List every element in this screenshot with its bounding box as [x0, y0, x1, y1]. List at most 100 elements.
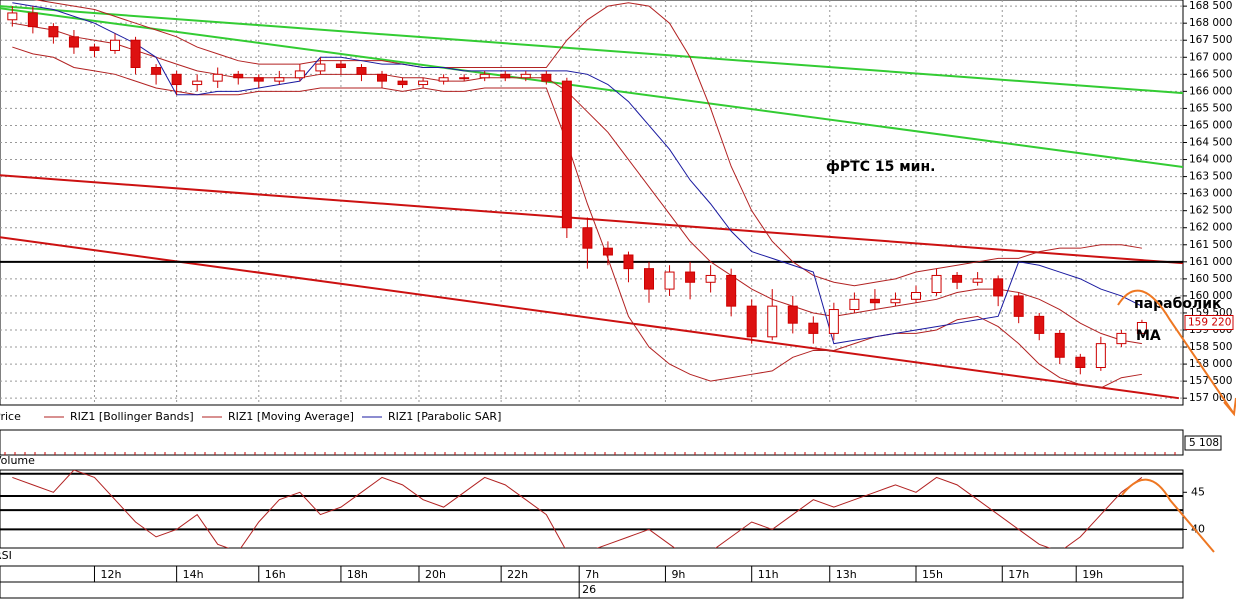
y-tick-label: 158 500 [1189, 341, 1232, 353]
candle-body [849, 298, 860, 311]
candle-body [1116, 332, 1127, 345]
candle-body [644, 268, 655, 290]
x-tick-label: 11h [758, 568, 779, 581]
y-tick-label: 166 000 [1189, 85, 1232, 97]
legend-label: Price [0, 410, 21, 423]
y-tick-label: 160 500 [1189, 273, 1232, 285]
candle-body [7, 12, 18, 21]
x-tick-label: 17h [1008, 568, 1029, 581]
trend-line [0, 236, 1180, 400]
series-line [12, 22, 1143, 345]
candle-body [726, 274, 737, 307]
candle-body [1075, 356, 1086, 369]
candle-body [664, 271, 675, 290]
x-tick-label: 9h [671, 568, 685, 581]
y-tick-label: 163 000 [1189, 188, 1232, 200]
bollinger-lower [12, 46, 1143, 389]
candle-body [459, 77, 470, 80]
annotation-parabolic: параболик [1134, 296, 1222, 312]
y-tick-label: 158 000 [1189, 358, 1232, 370]
x-tick-label: 20h [425, 568, 446, 581]
price-plot [0, 0, 1183, 405]
candle-body [438, 77, 449, 82]
last-price-tag [1184, 315, 1234, 330]
candle-body [130, 39, 141, 68]
candle-body [48, 26, 59, 38]
y-tick-label: 166 500 [1189, 68, 1232, 80]
candle-body [561, 80, 572, 229]
candle-body [418, 80, 429, 86]
x-tick-label: 13h [836, 568, 857, 581]
candle-body [356, 67, 367, 75]
candle-body [68, 36, 79, 48]
date-label: 26 [582, 583, 596, 596]
candle-body [582, 227, 593, 249]
volume-label: 5 108 [1189, 437, 1219, 449]
candle-body [931, 274, 942, 294]
candle-body [1013, 295, 1024, 317]
y-tick-label: 165 500 [1189, 102, 1232, 114]
candle-body [274, 77, 285, 82]
rsi-plot [0, 470, 1183, 548]
candle-body [151, 67, 162, 75]
candle-body [1136, 322, 1147, 334]
candle-body [212, 73, 223, 82]
candle-body [253, 77, 264, 82]
last-price-label: 159 220 [1188, 317, 1231, 329]
y-tick-label: 163 500 [1189, 171, 1232, 183]
series-line [12, 2, 1143, 345]
volume-legend: Volume [0, 454, 35, 467]
annotation-ma: MA [1136, 328, 1161, 344]
candle-body [397, 80, 408, 86]
y-tick-label: 161 000 [1189, 256, 1232, 268]
candle-body [952, 274, 963, 283]
y-tick-label: 164 000 [1189, 154, 1232, 166]
y-tick-label: 168 500 [1189, 0, 1232, 12]
y-tick-label: 168 000 [1189, 17, 1232, 29]
candle-body [828, 309, 839, 334]
rsi-line [12, 470, 1143, 548]
annotation: фРТС 15 мин. [826, 159, 935, 175]
legend-label: RIZ1 [Bollinger Bands] [70, 410, 194, 423]
y-tick-label: 162 000 [1189, 222, 1232, 234]
volume-tag [1184, 435, 1222, 451]
price-panel [0, 0, 1184, 406]
candle-body [110, 39, 121, 51]
rsi-legend: RSI [0, 549, 12, 562]
candle-body [171, 73, 182, 86]
x-tick-label: 16h [265, 568, 286, 581]
rsi-panel [0, 469, 1184, 549]
x-tick-label: 15h [922, 568, 943, 581]
y-tick-label: 162 500 [1189, 205, 1232, 217]
candle-body [972, 278, 983, 283]
candle-body [315, 63, 326, 72]
x-tick-label: 14h [183, 568, 204, 581]
bollinger-upper [33, 0, 1143, 287]
y-tick-label: 167 500 [1189, 34, 1232, 46]
candle-body [294, 70, 305, 79]
x-tick-label: 18h [347, 568, 368, 581]
candle-body [541, 73, 552, 82]
candle-body [1095, 343, 1106, 368]
arrow [1121, 478, 1215, 553]
candle-body [602, 247, 613, 256]
candle-body [993, 278, 1004, 297]
y-tick-label: 165 000 [1189, 119, 1232, 131]
legend-label: RIZ1 [Parabolic SAR] [388, 410, 501, 423]
candle-body [27, 12, 38, 28]
candle-body [192, 80, 203, 86]
trend-line [0, 5, 1183, 95]
candle-body [233, 73, 244, 79]
y-tick-label: 45 [1191, 485, 1205, 498]
candle-body [890, 298, 901, 304]
x-tick-label: 22h [507, 568, 528, 581]
x-tick-label: 12h [100, 568, 121, 581]
candle-body [520, 73, 531, 79]
x-tick-label: 7h [585, 568, 599, 581]
trend-line [0, 174, 1183, 265]
candle-body [685, 271, 696, 283]
y-tick-label: 161 500 [1189, 239, 1232, 251]
